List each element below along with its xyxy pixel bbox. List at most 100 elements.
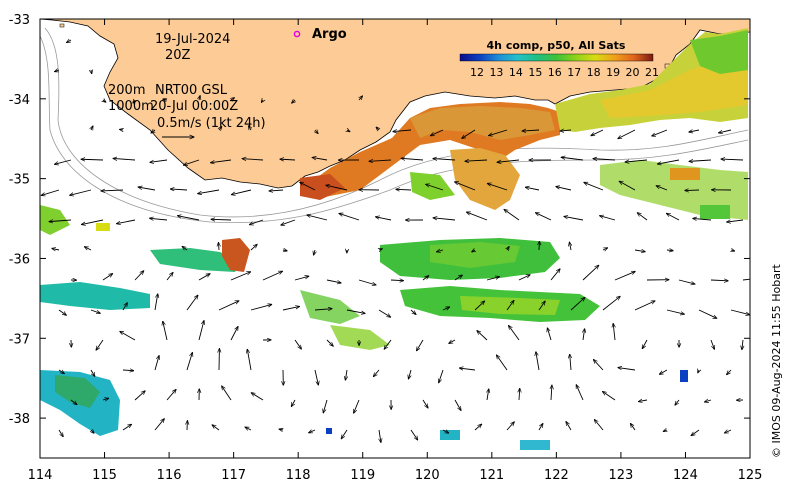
current-vectors: [41, 40, 750, 442]
current-arrow: [70, 399, 77, 405]
current-arrow: [326, 339, 333, 346]
colorbar-tick-label: 12: [470, 66, 484, 79]
current-arrow: [525, 187, 540, 191]
current-arrow: [474, 301, 485, 311]
current-arrow: [150, 218, 168, 220]
current-arrow: [656, 186, 668, 191]
current-arrow: [593, 159, 616, 160]
current-arrow: [122, 370, 134, 371]
current-arrow: [582, 265, 599, 281]
current-arrow: [177, 216, 200, 221]
current-arrow: [433, 159, 456, 160]
current-arrow: [154, 419, 164, 431]
current-arrow: [101, 190, 124, 191]
current-arrow: [120, 129, 123, 130]
y-tick-label: -33: [9, 13, 30, 28]
current-arrow: [685, 190, 700, 191]
current-arrow: [663, 430, 667, 431]
y-tick-label: -34: [9, 93, 30, 108]
current-arrow: [613, 323, 615, 341]
current-arrow: [625, 160, 648, 162]
current-arrow: [269, 190, 284, 191]
current-arrow: [67, 40, 72, 43]
current-arrow: [90, 369, 95, 376]
current-arrow: [619, 181, 636, 191]
current-arrow: [426, 184, 444, 191]
current-arrow: [422, 276, 429, 281]
current-arrow: [378, 309, 391, 317]
depth-label: 200m: [108, 83, 145, 98]
current-arrow: [666, 250, 673, 251]
current-arrow: [326, 185, 348, 191]
plot-frame: [39, 18, 751, 459]
colorbar: [459, 53, 654, 62]
current-arrow: [449, 339, 456, 343]
argo-float-marker: [293, 30, 301, 38]
current-arrow: [90, 309, 100, 313]
current-arrow: [384, 339, 392, 349]
current-arrow: [465, 160, 488, 161]
current-arrow: [314, 249, 315, 255]
current-arrow: [294, 339, 301, 349]
current-arrow: [134, 391, 145, 401]
x-tick-label: 114: [28, 468, 53, 483]
y-tick-label: -36: [9, 252, 30, 267]
sst-offshore-patches: [40, 205, 688, 450]
current-arrow: [91, 430, 94, 433]
current-arrow: [693, 218, 712, 220]
current-arrow: [675, 399, 680, 405]
current-arrow: [454, 399, 461, 410]
current-arrow: [315, 130, 318, 134]
x-tick-label: 125: [738, 468, 763, 483]
current-arrow: [261, 100, 263, 102]
current-arrow: [283, 250, 287, 251]
current-arrow: [314, 369, 318, 385]
current-arrow: [294, 276, 309, 281]
x-tick-label: 121: [479, 468, 504, 483]
current-arrow: [117, 219, 136, 224]
current-arrow: [154, 356, 159, 371]
current-arrow: [96, 339, 104, 350]
current-arrow: [462, 129, 476, 138]
colorbar-tick-label: 16: [548, 66, 562, 79]
current-arrow: [472, 250, 475, 252]
current-arrow: [182, 246, 188, 250]
current-arrow: [506, 301, 514, 311]
current-arrow: [705, 400, 712, 402]
current-arrow: [522, 130, 540, 131]
current-arrow: [730, 309, 750, 315]
x-axis-ticks: 114 115 116 117 118 119 120 121 122 123 124 125: [28, 19, 763, 483]
current-arrow: [556, 187, 572, 191]
product-label: NRT00 GSL: [155, 83, 228, 98]
current-arrow: [416, 339, 424, 351]
current-arrow: [55, 70, 60, 72]
current-arrow: [211, 159, 232, 163]
current-arrow: [354, 399, 360, 413]
x-tick-label: 124: [673, 468, 698, 483]
current-arrow: [442, 430, 449, 433]
current-arrow: [642, 339, 648, 349]
current-arrow: [742, 339, 743, 350]
date-label: 19-Jul-2024: [155, 32, 230, 47]
current-arrow: [84, 247, 92, 251]
current-arrow: [58, 369, 64, 374]
current-arrow: [282, 306, 299, 311]
current-arrow: [102, 274, 113, 281]
x-tick-label: 120: [415, 468, 440, 483]
current-arrow: [323, 399, 328, 413]
colorbar-tick-label: 19: [606, 66, 620, 79]
current-arrow: [231, 189, 252, 195]
current-arrow: [570, 297, 585, 311]
current-arrow: [373, 369, 380, 377]
current-arrow: [593, 360, 604, 371]
current-arrow: [166, 272, 173, 281]
current-arrow: [496, 355, 508, 371]
current-arrow: [186, 295, 198, 311]
current-arrow: [58, 429, 63, 437]
current-arrow: [281, 219, 296, 225]
valid-time-label: 20-Jul 00:00Z: [150, 99, 238, 114]
current-arrow: [70, 189, 92, 195]
y-axis-ticks: -33 -34 -35 -36 -37 -38: [9, 13, 750, 427]
current-arrow: [81, 159, 104, 160]
current-arrow: [410, 309, 416, 314]
